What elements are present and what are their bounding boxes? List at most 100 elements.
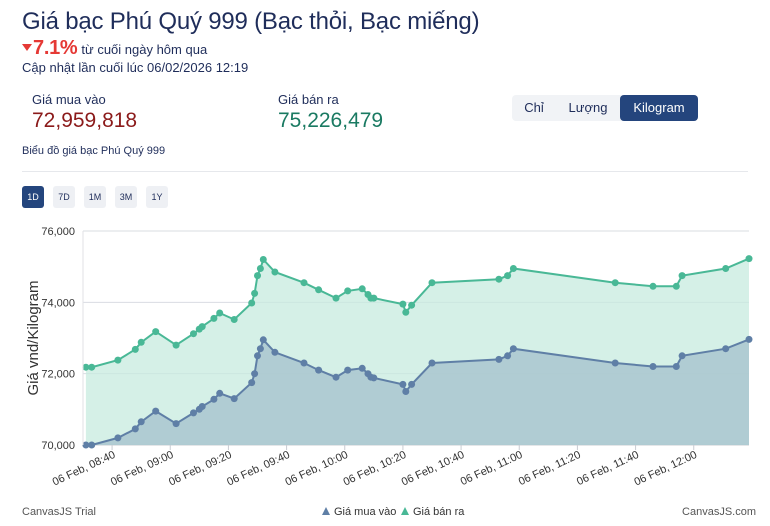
buy-point[interactable] [399, 380, 407, 388]
sell-point[interactable] [137, 338, 145, 346]
buy-point[interactable] [672, 363, 680, 370]
sell-point[interactable] [152, 328, 160, 336]
buy-point[interactable] [82, 441, 90, 449]
sell-point[interactable] [300, 279, 308, 287]
buy-point[interactable] [172, 420, 180, 428]
buy-point[interactable] [678, 352, 686, 360]
unit-tab-kilogram[interactable]: Kilogram [620, 95, 698, 121]
change-percent: 7.1% [33, 37, 78, 59]
sell-point[interactable] [495, 275, 503, 283]
sell-point[interactable] [344, 287, 352, 295]
x-tick-label: 06 Feb, 08:40 [51, 449, 118, 489]
unit-tab-chi[interactable]: Chỉ [524, 100, 544, 115]
last-updated: Cập nhật lần cuối lúc 06/02/2026 12:19 [22, 60, 249, 75]
y-axis-title: Giá vnd/Kilogram [25, 280, 42, 395]
buy-point[interactable] [114, 434, 122, 442]
x-tick-label: 06 Feb, 10:00 [283, 449, 350, 489]
sell-point[interactable] [745, 255, 753, 263]
buy-point[interactable] [251, 370, 259, 378]
legend-sell-label[interactable]: Giá bán ra [413, 506, 465, 518]
buy-point[interactable] [509, 345, 517, 353]
buy-point[interactable] [216, 389, 224, 397]
sell-point[interactable] [230, 316, 238, 323]
buy-point[interactable] [428, 359, 436, 367]
buy-point[interactable] [259, 336, 267, 344]
sell-point[interactable] [315, 286, 323, 294]
buy-point[interactable] [190, 409, 197, 417]
chart-legend[interactable]: Giá mua vào Giá bán ra [322, 506, 465, 518]
buy-point[interactable] [210, 395, 218, 403]
sell-point[interactable] [172, 341, 180, 349]
sell-point[interactable] [428, 279, 436, 287]
sell-point[interactable] [216, 309, 224, 317]
buy-point[interactable] [254, 352, 261, 360]
sell-point[interactable] [88, 363, 96, 371]
sell-point[interactable] [190, 330, 197, 338]
buy-point[interactable] [495, 355, 503, 363]
sell-point[interactable] [198, 323, 206, 331]
y-tick-label: 74,000 [41, 297, 75, 309]
range-button-1y[interactable]: 1Y [146, 186, 168, 208]
buy-point[interactable] [300, 359, 308, 367]
buy-point[interactable] [408, 380, 416, 388]
sell-point[interactable] [649, 282, 657, 290]
sell-point[interactable] [402, 308, 410, 316]
buy-point[interactable] [137, 418, 145, 426]
sell-point[interactable] [259, 256, 267, 263]
x-tick-label: 06 Feb, 11:00 [459, 449, 525, 488]
sell-point[interactable] [509, 265, 517, 272]
down-arrow-icon [22, 44, 32, 51]
buy-point[interactable] [198, 403, 206, 410]
range-button-1m[interactable]: 1M [84, 186, 106, 208]
buy-point[interactable] [315, 366, 323, 374]
buy-point[interactable] [611, 359, 619, 367]
sell-point[interactable] [256, 265, 264, 272]
buy-point[interactable] [722, 345, 730, 353]
legend-buy-marker [322, 507, 330, 515]
range-button-7d[interactable]: 7D [53, 186, 75, 208]
range-button-1d[interactable]: 1D [22, 186, 44, 208]
sell-point[interactable] [210, 314, 218, 322]
buy-point[interactable] [358, 364, 366, 372]
legend-buy-label[interactable]: Giá mua vào [334, 506, 396, 518]
buy-point[interactable] [745, 335, 753, 343]
buy-point[interactable] [256, 345, 264, 353]
buy-point[interactable] [131, 425, 139, 433]
sell-point[interactable] [114, 356, 122, 364]
buy-point[interactable] [230, 395, 238, 403]
buy-point[interactable] [504, 352, 512, 360]
buy-point[interactable] [370, 374, 378, 382]
buy-point[interactable] [152, 407, 160, 415]
sell-point[interactable] [248, 299, 256, 307]
sell-point[interactable] [504, 272, 512, 280]
buy-price-label: Giá mua vào [32, 92, 106, 107]
unit-tab-luong[interactable]: Lượng [568, 100, 608, 115]
sell-point[interactable] [251, 289, 259, 297]
sell-point[interactable] [131, 345, 139, 353]
buy-point[interactable] [271, 348, 279, 356]
buy-point[interactable] [402, 388, 410, 395]
sell-point[interactable] [370, 294, 378, 302]
sell-point[interactable] [399, 300, 407, 308]
legend-sell-marker [401, 507, 409, 515]
sell-point[interactable] [722, 265, 730, 272]
sell-point[interactable] [271, 268, 279, 276]
sell-point[interactable] [672, 282, 680, 290]
buy-point[interactable] [248, 379, 256, 387]
canvasjs-credit-link[interactable]: CanvasJS.com [682, 506, 756, 518]
range-button-3m[interactable]: 3M [115, 186, 137, 208]
sell-point[interactable] [82, 363, 90, 371]
buy-point[interactable] [88, 441, 96, 449]
sell-point[interactable] [408, 301, 416, 309]
sell-point[interactable] [678, 272, 686, 280]
buy-point[interactable] [649, 363, 657, 370]
buy-point[interactable] [332, 373, 340, 381]
sell-point[interactable] [611, 279, 619, 287]
sell-point[interactable] [254, 272, 261, 280]
divider [22, 171, 748, 172]
sell-point[interactable] [332, 294, 340, 302]
sell-point[interactable] [358, 285, 366, 293]
buy-point[interactable] [344, 366, 352, 374]
y-tick-label: 76,000 [41, 226, 75, 238]
